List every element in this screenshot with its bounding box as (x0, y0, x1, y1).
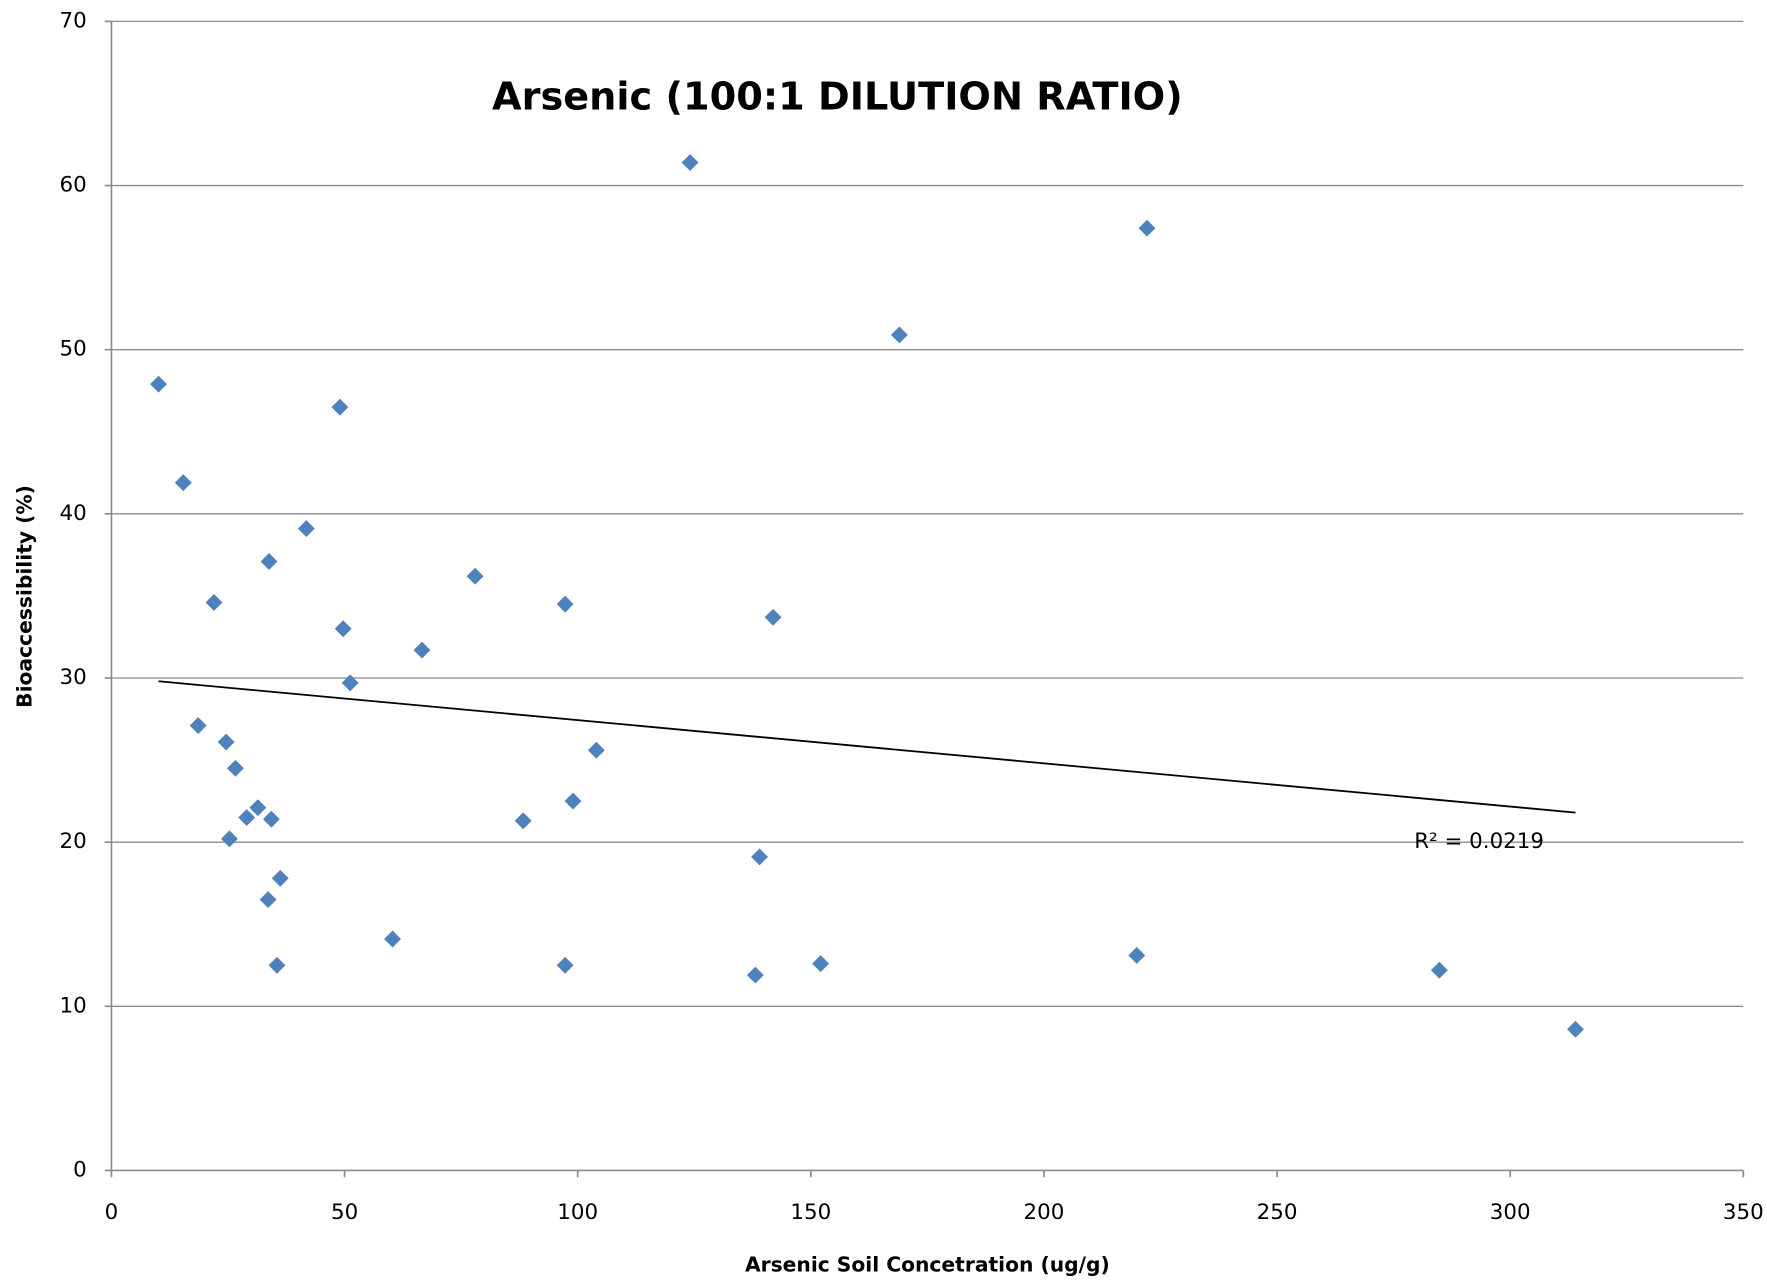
data-point (334, 620, 352, 638)
x-tick-label: 200 (1024, 1200, 1065, 1225)
x-tick-label: 300 (1490, 1200, 1531, 1225)
data-point (1138, 219, 1156, 237)
data-point (259, 891, 277, 909)
data-point (751, 848, 768, 866)
data-point (812, 955, 830, 973)
data-point (331, 398, 349, 416)
y-tick-label: 0 (73, 1157, 87, 1182)
data-point (249, 799, 267, 817)
data-point (764, 608, 782, 626)
data-point (189, 717, 207, 735)
data-point (205, 594, 223, 611)
x-tick-label: 50 (331, 1200, 358, 1225)
data-point (150, 375, 167, 393)
y-tick-label: 40 (59, 501, 86, 526)
x-tick-label: 250 (1257, 1200, 1298, 1225)
data-point (681, 154, 699, 171)
trendline (158, 680, 1576, 814)
data-point (220, 830, 238, 848)
y-axis-label: Bioaccessibility (%) (12, 485, 36, 708)
data-point (514, 812, 532, 830)
data-point (174, 474, 192, 492)
data-point (890, 326, 908, 344)
data-point (238, 809, 256, 826)
data-point (746, 966, 764, 984)
y-tick-label: 30 (59, 665, 86, 690)
data-point (217, 733, 235, 751)
data-point (297, 520, 315, 538)
data-point (262, 810, 280, 828)
y-tick-label: 20 (59, 829, 86, 854)
data-point (227, 759, 244, 777)
data-point (1128, 946, 1146, 964)
data-point (384, 930, 402, 948)
y-tick-label: 60 (59, 173, 86, 198)
x-tick-label: 150 (790, 1200, 831, 1225)
data-point (587, 741, 605, 759)
y-tick-label: 50 (59, 337, 86, 362)
data-point (268, 956, 286, 974)
data-point (556, 595, 574, 613)
data-point (341, 674, 359, 692)
trendline-label: R² = 0.0219 (1414, 829, 1544, 854)
y-tick-label: 10 (59, 993, 86, 1018)
x-axis-label: Arsenic Soil Concetration (ug/g) (745, 1253, 1110, 1277)
data-point (260, 553, 278, 570)
data-point (1430, 961, 1448, 979)
data-point (564, 792, 582, 810)
data-point (1567, 1020, 1584, 1038)
x-tick-label: 350 (1723, 1200, 1764, 1225)
x-tick-label: 0 (105, 1200, 119, 1225)
data-point (556, 956, 574, 974)
data-point (466, 567, 484, 585)
y-tick-label: 70 (59, 8, 86, 33)
x-tick-label: 100 (557, 1200, 598, 1225)
chart-title: Arsenic (100:1 DILUTION RATIO) (492, 75, 1183, 120)
data-point (413, 641, 431, 659)
data-point (271, 869, 289, 887)
